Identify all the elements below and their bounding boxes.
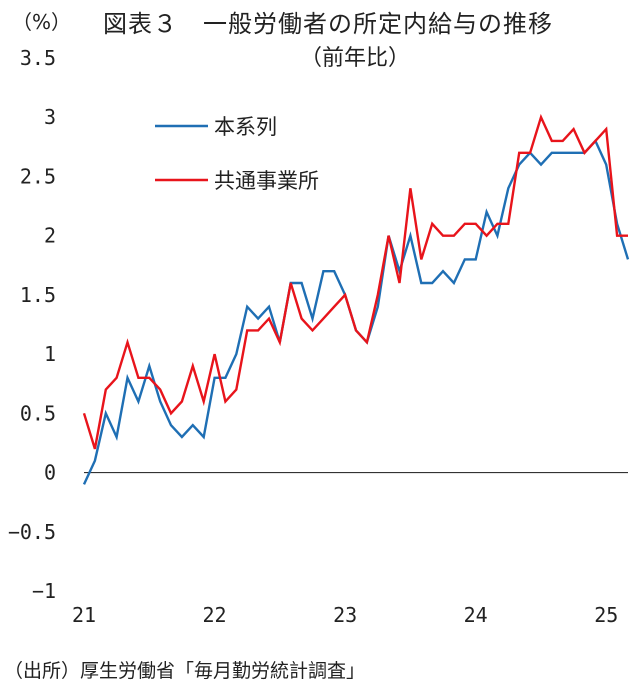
legend-label-2: 共通事業所 — [214, 169, 319, 193]
y-tick-label: 1.5 — [20, 283, 56, 307]
chart-title: 図表３ 一般労働者の所定内給与の推移 — [103, 10, 553, 38]
y-tick-label: 3.5 — [20, 46, 56, 70]
x-tick-label: 24 — [464, 603, 488, 627]
y-tick-label: −1 — [32, 579, 56, 603]
x-tick-label: 25 — [594, 603, 618, 627]
chart-subtitle: （前年比） — [300, 46, 411, 71]
y-tick-label: 1 — [44, 342, 56, 366]
y-tick-label: 2 — [44, 224, 56, 248]
y-axis-unit-label: （%） — [12, 10, 72, 34]
y-tick-label: 0.5 — [20, 401, 56, 425]
x-tick-label: 22 — [203, 603, 227, 627]
y-tick-label: −0.5 — [8, 520, 56, 544]
x-tick-label: 23 — [333, 603, 357, 627]
source-note: （出所）厚生労働省「毎月勤労統計調査」 — [4, 660, 366, 682]
series-line-2 — [82, 113, 628, 450]
series-line-1 — [82, 138, 630, 485]
y-tick-label: 0 — [44, 461, 56, 485]
y-tick-label: 2.5 — [20, 164, 56, 188]
y-tick-label: 3 — [44, 105, 56, 129]
legend-label-1: 本系列 — [214, 115, 277, 139]
x-tick-label: 21 — [72, 603, 96, 627]
